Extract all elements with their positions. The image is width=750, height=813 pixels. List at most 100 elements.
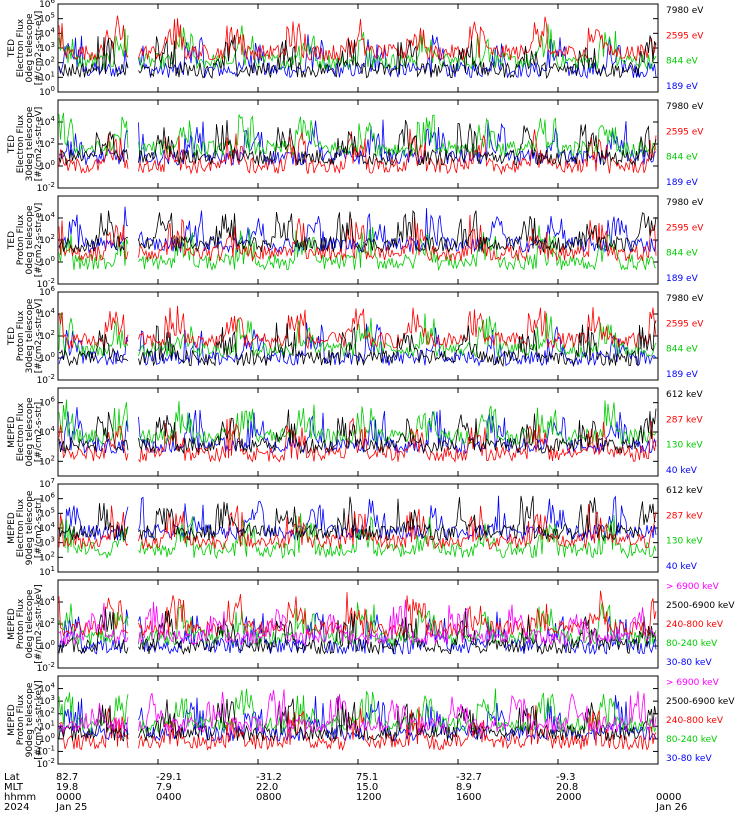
y-tick-label: 102 — [39, 56, 55, 69]
y-tick-label: 101 — [39, 565, 55, 578]
y-tick-label: 105 — [39, 12, 55, 25]
y-tick-label: 102 — [39, 137, 55, 150]
series-label: 189 eV — [666, 274, 699, 284]
x-tick-value: -32.7 — [456, 772, 482, 783]
y-tick-label: 10-1 — [37, 744, 55, 757]
series-label: 80-240 keV — [666, 735, 718, 745]
series-label: 130 keV — [666, 537, 703, 547]
y-tick-label: 101 — [39, 70, 55, 83]
x-tick-value: 2000 — [556, 792, 582, 803]
y-tick-label: 104 — [39, 425, 55, 438]
series-label: 2595 eV — [666, 319, 704, 329]
series-label: 189 eV — [666, 82, 699, 92]
series-line — [58, 609, 657, 656]
series-line — [58, 408, 657, 455]
series-line — [58, 15, 657, 62]
series-label: 7980 eV — [666, 198, 704, 208]
y-tick-label: 10-2 — [37, 277, 55, 290]
series-line — [58, 305, 657, 350]
y-tick-label: 103 — [39, 694, 55, 707]
series-line — [58, 399, 657, 446]
x-row-label: hhmm — [4, 792, 37, 803]
y-tick-label: 106 — [39, 396, 55, 409]
series-label: 130 keV — [666, 441, 703, 451]
series-label: 2595 eV — [666, 127, 704, 137]
y-tick-label: 102 — [39, 550, 55, 563]
x-tick-value: 7.9 — [156, 782, 172, 793]
series-label: 7980 eV — [666, 6, 704, 16]
series-label: 287 keV — [666, 415, 703, 425]
x-tick-value: 22.0 — [256, 782, 279, 793]
y-axis-label: MEPEDElectron Flux0deg telescope[#/cm2-s… — [7, 397, 44, 467]
series-line — [58, 119, 657, 167]
x-row-label: 2024 — [4, 802, 30, 813]
series-line — [58, 225, 657, 272]
series-line — [58, 689, 657, 734]
y-tick-label: 102 — [39, 707, 55, 720]
x-tick-value: 0000 — [56, 792, 82, 803]
y-tick-label: 102 — [39, 329, 55, 342]
panel-frame — [57, 579, 659, 669]
series-label: 40 keV — [666, 562, 698, 572]
series-label: 612 keV — [666, 390, 703, 400]
series-label: 612 keV — [666, 486, 703, 496]
series-line — [58, 119, 657, 167]
x-tick-value: 82.7 — [56, 772, 79, 783]
x-tick-value: 75.1 — [356, 772, 379, 783]
y-tick-label: 106 — [39, 0, 55, 10]
y-tick-label: 101 — [39, 719, 55, 732]
y-tick-label: 104 — [39, 521, 55, 534]
y-tick-label: 100 — [39, 255, 55, 268]
series-line — [58, 504, 657, 550]
series-line — [58, 210, 657, 254]
y-tick-label: 100 — [39, 351, 55, 364]
series-label: 240-800 keV — [666, 716, 724, 726]
y-tick-label: 104 — [39, 115, 55, 128]
series-line — [58, 34, 657, 79]
y-tick-label: 107 — [39, 477, 55, 490]
y-axis-label: TEDProton Flux30deg telescope[#/cm2-s-st… — [7, 298, 44, 373]
x-tick-value: 19.8 — [56, 782, 79, 793]
y-tick-label: 104 — [39, 26, 55, 39]
series-line — [58, 417, 657, 463]
y-tick-label: 10-2 — [37, 757, 55, 770]
y-tick-label: 105 — [39, 506, 55, 519]
series-label: 2500-6900 keV — [666, 697, 735, 707]
x-tick-value: 0400 — [156, 792, 182, 803]
y-tick-label: 106 — [39, 492, 55, 505]
y-tick-label: 100 — [39, 85, 55, 98]
x-tick-value: 1600 — [456, 792, 482, 803]
series-label: 80-240 keV — [666, 639, 718, 649]
x-tick-value: -31.2 — [256, 772, 282, 783]
x-tick-value: 0800 — [256, 792, 282, 803]
x-row-label: MLT — [4, 782, 23, 793]
y-tick-label: 102 — [39, 617, 55, 630]
x-tick-value: 8.9 — [456, 782, 472, 793]
panel-frame — [57, 3, 659, 93]
series-label: 844 eV — [666, 249, 699, 259]
series-label: 40 keV — [666, 466, 698, 476]
x-tick-value: 1200 — [356, 792, 382, 803]
x-tick-value: Jan 26 — [656, 802, 688, 813]
y-tick-label: 10-2 — [37, 373, 55, 386]
y-axis-label: MEPEDProton Flux90deg telescope[#/cm2-s-… — [7, 680, 44, 759]
x-tick-value: 15.0 — [356, 782, 379, 793]
y-tick-label: 103 — [39, 536, 55, 549]
x-tick-value: -9.3 — [556, 772, 576, 783]
y-axis-label: TEDProton Flux0deg telescope[#/cm2-s-str… — [7, 203, 44, 278]
x-tick-value: -29.1 — [156, 772, 182, 783]
series-label: 844 eV — [666, 345, 699, 355]
series-line — [58, 320, 657, 368]
x-tick-value: 20.8 — [556, 782, 579, 793]
series-line — [58, 495, 657, 542]
x-tick-value: 0000 — [656, 792, 682, 803]
series-line — [58, 599, 657, 647]
series-line — [58, 696, 657, 743]
